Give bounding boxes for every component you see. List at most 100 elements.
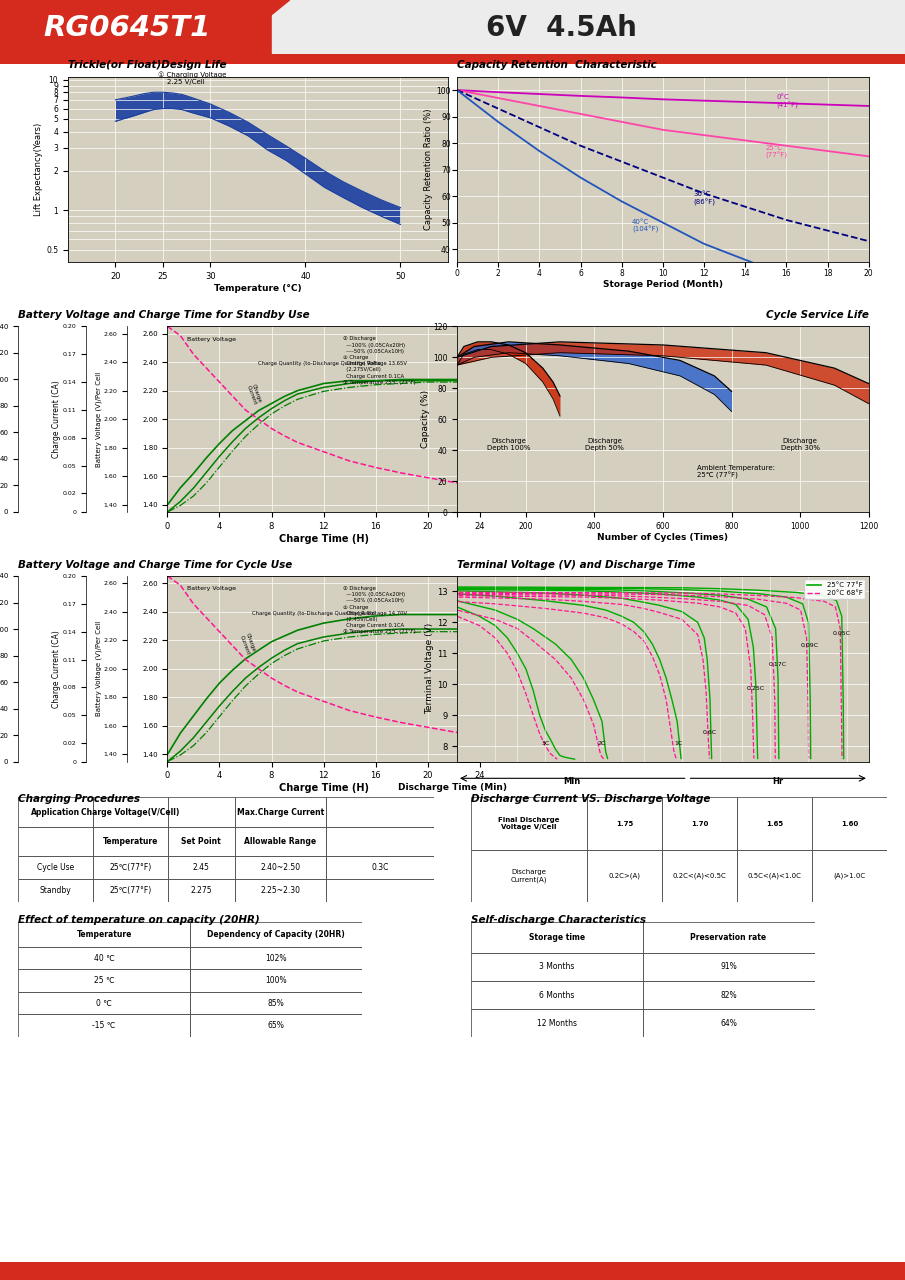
Text: 6 Months: 6 Months bbox=[538, 991, 575, 1000]
Y-axis label: Battery Voltage (V)/Per Cell: Battery Voltage (V)/Per Cell bbox=[95, 371, 101, 467]
Bar bbox=[18, 827, 93, 856]
Text: Battery Voltage and Charge Time for Standby Use: Battery Voltage and Charge Time for Stan… bbox=[18, 310, 310, 320]
Text: Cycle Use: Cycle Use bbox=[37, 863, 74, 872]
Text: Discharge
Depth 100%: Discharge Depth 100% bbox=[487, 438, 530, 451]
Y-axis label: Charge Current (CA): Charge Current (CA) bbox=[52, 380, 62, 458]
Bar bbox=[93, 856, 168, 879]
Bar bbox=[18, 922, 190, 947]
Text: Trickle(or Float)Design Life: Trickle(or Float)Design Life bbox=[68, 60, 226, 70]
Text: 0.5C<(A)<1.0C: 0.5C<(A)<1.0C bbox=[748, 873, 802, 879]
Text: 2.45: 2.45 bbox=[193, 863, 210, 872]
Text: ① Discharge
  —100% (0.05CAx20H)
  ----50% (0.05CAx10H)
② Charge
  Charge Voltag: ① Discharge —100% (0.05CAx20H) ----50% (… bbox=[343, 337, 415, 385]
Text: 25 ℃: 25 ℃ bbox=[94, 977, 114, 986]
X-axis label: Storage Period (Month): Storage Period (Month) bbox=[603, 280, 723, 289]
Bar bbox=[326, 856, 434, 879]
Text: Charge
Current: Charge Current bbox=[239, 632, 256, 655]
Bar bbox=[18, 1014, 190, 1037]
Text: Set Point: Set Point bbox=[181, 837, 221, 846]
Text: 91%: 91% bbox=[720, 963, 737, 972]
Bar bbox=[643, 952, 814, 980]
Bar bbox=[190, 947, 362, 969]
Bar bbox=[190, 922, 362, 947]
Text: 3C: 3C bbox=[541, 741, 549, 745]
Bar bbox=[18, 969, 190, 992]
Bar bbox=[587, 850, 662, 902]
Text: 40 ℃: 40 ℃ bbox=[94, 954, 114, 963]
Text: 64%: 64% bbox=[720, 1019, 737, 1028]
Bar bbox=[737, 797, 812, 850]
Text: 0.2C>(A): 0.2C>(A) bbox=[609, 873, 641, 879]
Text: Discharge
Depth 50%: Discharge Depth 50% bbox=[586, 438, 624, 451]
Text: Battery Voltage: Battery Voltage bbox=[187, 586, 236, 591]
Text: 85%: 85% bbox=[268, 998, 284, 1007]
Text: 40°C
(104°F): 40°C (104°F) bbox=[632, 219, 659, 233]
Bar bbox=[18, 856, 93, 879]
Text: Effect of temperature on capacity (20HR): Effect of temperature on capacity (20HR) bbox=[18, 915, 260, 925]
X-axis label: Number of Cycles (Times): Number of Cycles (Times) bbox=[597, 534, 729, 543]
Text: Discharge
Current(A): Discharge Current(A) bbox=[510, 869, 548, 883]
Bar bbox=[18, 879, 93, 902]
Y-axis label: Terminal Voltage (V): Terminal Voltage (V) bbox=[425, 623, 433, 714]
Text: Min: Min bbox=[564, 777, 581, 786]
Bar bbox=[190, 1014, 362, 1037]
Text: Charge
Current: Charge Current bbox=[245, 383, 262, 406]
Text: Discharge Current VS. Discharge Voltage: Discharge Current VS. Discharge Voltage bbox=[471, 794, 710, 804]
Text: Standby: Standby bbox=[40, 886, 71, 895]
Bar bbox=[234, 856, 326, 879]
Bar bbox=[326, 797, 434, 827]
Text: 0.2C<(A)<0.5C: 0.2C<(A)<0.5C bbox=[672, 873, 727, 879]
Text: 0 ℃: 0 ℃ bbox=[96, 998, 112, 1007]
Text: Charge Quantity (to-Discharge Quantity) Ratio: Charge Quantity (to-Discharge Quantity) … bbox=[259, 361, 381, 366]
Bar bbox=[190, 992, 362, 1014]
Text: Ambient Temperature:
25℃ (77°F): Ambient Temperature: 25℃ (77°F) bbox=[697, 465, 776, 480]
Text: 30°C
(86°F): 30°C (86°F) bbox=[694, 191, 716, 206]
Text: Terminal Voltage (V) and Discharge Time: Terminal Voltage (V) and Discharge Time bbox=[457, 559, 695, 570]
Text: 1.60: 1.60 bbox=[841, 820, 858, 827]
Bar bbox=[471, 922, 643, 952]
Bar bbox=[190, 969, 362, 992]
X-axis label: Charge Time (H): Charge Time (H) bbox=[279, 783, 368, 794]
Text: 2C: 2C bbox=[598, 741, 606, 745]
Bar bbox=[471, 797, 587, 850]
Text: 2.40~2.50: 2.40~2.50 bbox=[261, 863, 300, 872]
Text: 0.25C: 0.25C bbox=[747, 686, 765, 691]
Text: Storage time: Storage time bbox=[529, 933, 585, 942]
Text: Capacity Retention  Characteristic: Capacity Retention Characteristic bbox=[457, 60, 657, 70]
Bar bbox=[662, 850, 737, 902]
Text: 1.70: 1.70 bbox=[691, 820, 709, 827]
Bar bbox=[326, 879, 434, 902]
Text: ① Charging Voltage
    2.25 V/Cell: ① Charging Voltage 2.25 V/Cell bbox=[158, 72, 226, 86]
Bar bbox=[18, 797, 93, 827]
Bar bbox=[18, 992, 190, 1014]
Text: Preservation rate: Preservation rate bbox=[691, 933, 767, 942]
Bar bbox=[471, 850, 587, 902]
Y-axis label: Lift Expectancy(Years): Lift Expectancy(Years) bbox=[34, 123, 43, 216]
Text: Charge Voltage(V/Cell): Charge Voltage(V/Cell) bbox=[81, 808, 180, 817]
Text: Discharge
Depth 30%: Discharge Depth 30% bbox=[781, 438, 820, 451]
Bar bbox=[168, 827, 234, 856]
Bar bbox=[662, 797, 737, 850]
Text: 1.75: 1.75 bbox=[616, 820, 634, 827]
Text: ① Discharge
  —100% (0.05CAx20H)
  ----50% (0.05CAx10H)
② Charge
  Charge Voltag: ① Discharge —100% (0.05CAx20H) ----50% (… bbox=[343, 586, 415, 635]
Text: Cycle Service Life: Cycle Service Life bbox=[766, 310, 869, 320]
Text: 0.05C: 0.05C bbox=[833, 631, 851, 636]
Text: RG0645T1: RG0645T1 bbox=[43, 14, 210, 41]
Bar bbox=[812, 850, 887, 902]
Text: 3 Months: 3 Months bbox=[538, 963, 575, 972]
Y-axis label: Capacity Retention Ratio (%): Capacity Retention Ratio (%) bbox=[424, 109, 433, 230]
Bar bbox=[326, 827, 434, 856]
Bar bbox=[168, 856, 234, 879]
Y-axis label: Charge Current (CA): Charge Current (CA) bbox=[52, 630, 62, 708]
Text: 1C: 1C bbox=[674, 741, 682, 745]
Text: 25℃(77°F): 25℃(77°F) bbox=[110, 886, 152, 895]
Text: Final Discharge
Voltage V/Cell: Final Discharge Voltage V/Cell bbox=[498, 817, 559, 831]
Bar bbox=[168, 879, 234, 902]
Bar bbox=[737, 850, 812, 902]
Text: 1.65: 1.65 bbox=[766, 820, 783, 827]
Bar bbox=[643, 1009, 814, 1037]
Text: 102%: 102% bbox=[265, 954, 287, 963]
Text: 0.6C: 0.6C bbox=[703, 730, 717, 735]
Text: 25°C
(77°F): 25°C (77°F) bbox=[766, 145, 788, 159]
Text: Temperature: Temperature bbox=[76, 929, 132, 938]
Text: 0°C
(41°F): 0°C (41°F) bbox=[776, 95, 798, 109]
